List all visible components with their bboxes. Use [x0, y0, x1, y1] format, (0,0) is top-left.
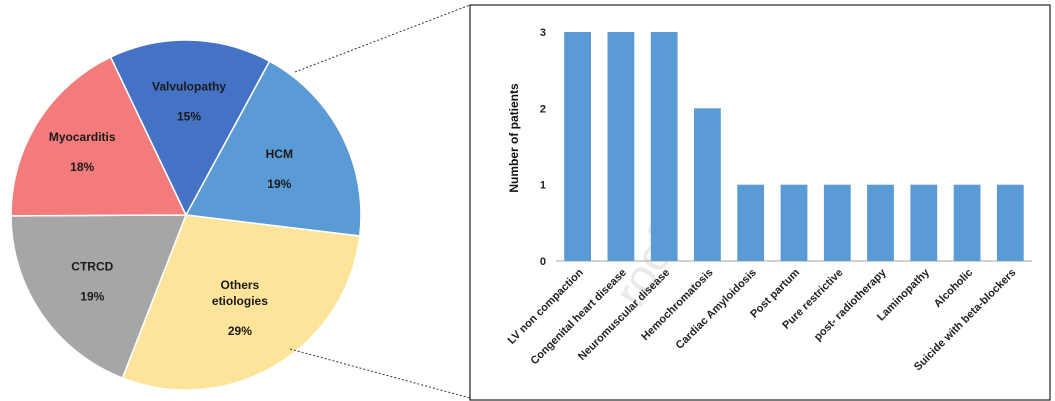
pie-percent-myocarditis: 18% [70, 160, 94, 174]
pie-label-others-etiologies: etiologies [212, 294, 268, 308]
x-tick-label-cardiac-amyloidosis: Cardiac Amyloidosis [674, 267, 759, 352]
x-tick-label-post-radiotherapy: post- radiotherapy [812, 266, 889, 343]
bar-post-radiotherapy [867, 184, 894, 261]
bar-post-partum [780, 184, 808, 261]
bar-congenital-heart-disease [607, 32, 635, 261]
pie-slice-others-etiologies [121, 214, 361, 391]
pie-slice-myocarditis [10, 56, 188, 217]
pie-slice-valvulopathy [109, 39, 271, 217]
pie-label-ctrcd: CTRCD [71, 259, 113, 273]
bar-suicide-with-beta-blockers [996, 184, 1024, 261]
bar-hemochromatosis [694, 108, 721, 261]
bar-neuromuscular-disease [650, 32, 678, 261]
y-tick-label: 3 [540, 27, 546, 39]
pie-percent-valvulopathy: 15% [177, 110, 201, 124]
pie-percent-others-etiologies: 29% [228, 324, 252, 338]
bar-lv-non-compaction [564, 32, 591, 261]
y-tick-label: 0 [540, 256, 546, 268]
y-tick-label: 2 [540, 103, 546, 115]
bar-chart: Number of patients 0 1 2 3 LV non compaction… [506, 27, 1032, 373]
pie-label-hcm: HCM [266, 147, 293, 161]
pie-percent-ctrcd: 19% [80, 289, 104, 303]
x-tick-label-alcoholic: Alcoholic [932, 267, 975, 310]
bar-laminopathy [910, 184, 938, 261]
connector-line-top [294, 4, 471, 73]
bar-pure-restrictive [823, 184, 851, 261]
pie-label-others-etiologies: Others [221, 278, 260, 292]
pie-percent-hcm: 19% [267, 177, 291, 191]
bar-alcoholic [953, 184, 981, 261]
pie-chart: HCM 19% Others etiologies 29% CTRCD 19% Myocard… [10, 39, 362, 391]
connector-line-bottom [289, 348, 471, 399]
y-tick-label: 1 [540, 180, 546, 192]
pie-label-valvulopathy: Valvulopathy [152, 80, 226, 94]
pie-slice-hcm [184, 60, 362, 237]
pie-label-myocarditis: Myocarditis [49, 130, 116, 144]
pie-slice-ctrcd [10, 214, 188, 380]
y-axis-title: Number of patients [507, 83, 521, 193]
x-tick-label-lv-non-compaction: LV non compaction [506, 266, 586, 346]
bar-chart-frame [469, 4, 1051, 401]
bar-cardiac-amyloidosis [737, 184, 765, 261]
